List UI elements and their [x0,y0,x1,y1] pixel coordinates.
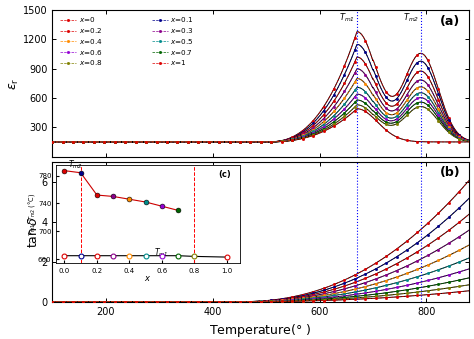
Text: (b): (b) [440,166,461,179]
Text: (a): (a) [440,15,460,27]
Y-axis label: $\varepsilon_{\rm r}$: $\varepsilon_{\rm r}$ [8,77,21,89]
Text: $T_{\mathregular{m2}}$: $T_{\mathregular{m2}}$ [403,11,419,24]
Legend: $x$=0.1, $x$=0.3, $x$=0.5, $x$=0.7, $x$=1: $x$=0.1, $x$=0.3, $x$=0.5, $x$=0.7, $x$=… [152,15,194,67]
Text: $T_{\mathregular{m1}}$: $T_{\mathregular{m1}}$ [339,11,355,24]
Y-axis label: $\tan\delta$: $\tan\delta$ [27,216,40,248]
X-axis label: Temperature($\degree$ ): Temperature($\degree$ ) [210,322,312,339]
